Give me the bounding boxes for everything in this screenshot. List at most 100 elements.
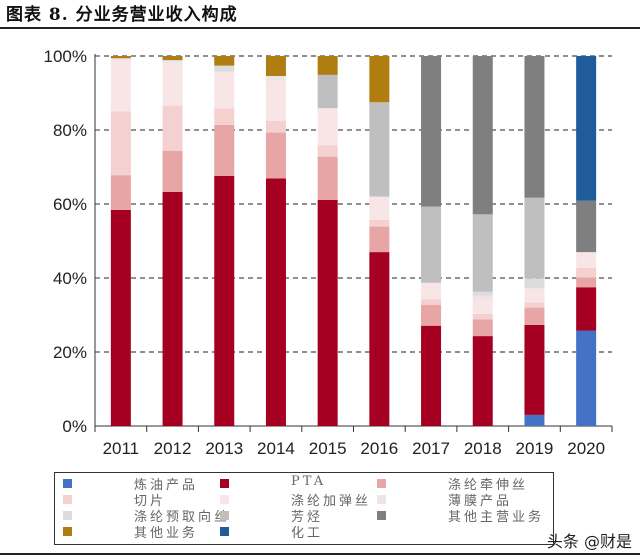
bar-segment-2011-2	[110, 175, 131, 210]
y-tick-label: 40%	[53, 269, 87, 288]
bar-segment-2016-7	[369, 102, 390, 197]
bar-segment-2011-9	[110, 56, 131, 59]
bar-segment-2013-2	[214, 124, 235, 176]
x-tick-label: 2016	[360, 439, 398, 458]
bar-segment-2012-3	[162, 105, 183, 151]
bar-segment-2012-5	[162, 61, 183, 63]
bar-segment-2018-6	[472, 291, 493, 296]
bar-segment-2020-2	[576, 277, 597, 288]
x-tick-label: 2017	[412, 439, 450, 458]
bar-segment-2019-7	[524, 197, 545, 279]
legend-swatch	[220, 511, 229, 520]
legend-label: 涤纶预取向丝	[134, 510, 231, 525]
x-tick-label: 2014	[257, 439, 295, 458]
legend-label: 切片	[134, 494, 167, 509]
chart-title: 图表 8. 分业务营业收入构成	[6, 5, 238, 25]
legend-label: 薄膜产品	[448, 494, 513, 509]
bar-segment-2016-2	[369, 226, 390, 253]
bar-segment-2016-9	[369, 56, 390, 103]
legend-label: PTA	[291, 474, 327, 489]
bar-segment-2014-5	[265, 75, 286, 81]
bar-segment-2018-4	[472, 299, 493, 314]
x-tick-label: 2015	[309, 439, 347, 458]
bar-segment-2017-4	[421, 282, 442, 300]
legend-swatch	[377, 495, 386, 504]
bar-segment-2015-9	[317, 56, 338, 75]
x-tick-label: 2011	[103, 439, 140, 458]
bar-segment-2014-2	[265, 132, 286, 179]
legend-swatch	[63, 495, 72, 504]
bar-segment-2018-8	[472, 56, 493, 215]
bar-segment-2013-1	[214, 175, 235, 426]
legend-label: 涤纶加弹丝	[291, 494, 372, 509]
y-tick-label: 20%	[53, 343, 87, 362]
bar-segment-2014-9	[265, 56, 286, 76]
bar-segment-2019-4	[524, 288, 545, 303]
legend-label: 其他主营业务	[448, 510, 545, 525]
y-tick-label: 0%	[62, 417, 87, 436]
legend-swatch	[63, 511, 72, 520]
bar-segment-2018-7	[472, 214, 493, 292]
legend-label: 涤纶牵伸丝	[448, 478, 529, 493]
bar-segment-2013-6	[214, 65, 235, 72]
bar-segment-2018-3	[472, 313, 493, 320]
bar-segment-2011-5	[110, 58, 131, 61]
bar-segment-2018-2	[472, 319, 493, 337]
bar-segment-2020-4	[576, 252, 597, 268]
bar-segment-2012-9	[162, 56, 183, 61]
bar-segment-2018-5	[472, 295, 493, 300]
bar-segment-2020-1	[576, 287, 597, 331]
bar-segment-2017-8	[421, 56, 442, 207]
x-tick-label: 2012	[154, 439, 192, 458]
bar-segment-2020-8	[576, 200, 597, 253]
bar-segment-2016-1	[369, 252, 390, 426]
bottom-rule	[0, 553, 640, 555]
bar-segment-2013-9	[214, 56, 235, 66]
y-tick-label: 80%	[53, 121, 87, 140]
bar-segment-2011-1	[110, 209, 131, 426]
bar-segment-2015-1	[317, 199, 338, 426]
stacked-bar-chart: 0% 20% 40% 60% 80% 100% 2011 2012 2013 2014 2015 20…	[44, 47, 613, 458]
bar-segment-2011-3	[110, 111, 131, 176]
watermark: 头条 @财是	[546, 532, 632, 551]
legend-label: 炼油产品	[134, 478, 199, 493]
bar-segment-2019-1	[524, 324, 545, 415]
bar-segment-2014-4	[265, 80, 286, 121]
legend-swatch	[220, 527, 229, 536]
bar-segment-2020-3	[576, 267, 597, 278]
bar-segment-2013-4	[214, 71, 235, 109]
legend-swatch	[63, 527, 72, 536]
y-tick-label: 100%	[44, 47, 87, 66]
legend: 炼油产品 PTA 涤纶牵伸丝切片 涤纶加弹丝 薄膜产品涤纶预取向丝 芳烃 其他主营业务其他业…	[54, 472, 554, 545]
bar-segment-2015-7	[317, 74, 338, 109]
legend-swatch	[63, 479, 72, 488]
legend-swatch	[377, 479, 386, 488]
bar-segment-2013-3	[214, 108, 235, 125]
bar-segment-2015-4	[317, 108, 338, 146]
bar-segment-2019-0	[524, 414, 545, 426]
bar-segment-2017-2	[421, 305, 442, 326]
legend-label: 化工	[291, 526, 324, 541]
bar-segment-2015-2	[317, 156, 338, 200]
legend-label: 芳烃	[291, 510, 324, 525]
bar-segment-2020-10	[576, 56, 597, 201]
bar-segment-2017-3	[421, 299, 442, 306]
legend-label: 其他业务	[134, 526, 199, 541]
bar-segment-2018-1	[472, 336, 493, 426]
x-tick-label: 2013	[205, 439, 243, 458]
bar-segment-2019-6	[524, 278, 545, 289]
legend-swatch	[220, 479, 229, 488]
bar-segment-2012-2	[162, 150, 183, 192]
bar-segment-2019-2	[524, 307, 545, 325]
legend-swatch	[220, 495, 229, 504]
bar-segment-2016-4	[369, 196, 390, 220]
bar-segment-2016-3	[369, 219, 390, 227]
bar-segment-2014-3	[265, 120, 286, 133]
y-tick-label: 60%	[53, 195, 87, 214]
bar-segment-2015-3	[317, 145, 338, 157]
bar-segment-2020-0	[576, 330, 597, 426]
legend-swatch	[377, 511, 386, 520]
x-tick-label: 2019	[516, 439, 554, 458]
bar-segment-2019-3	[524, 302, 545, 308]
bar-segment-2011-4	[110, 60, 131, 112]
